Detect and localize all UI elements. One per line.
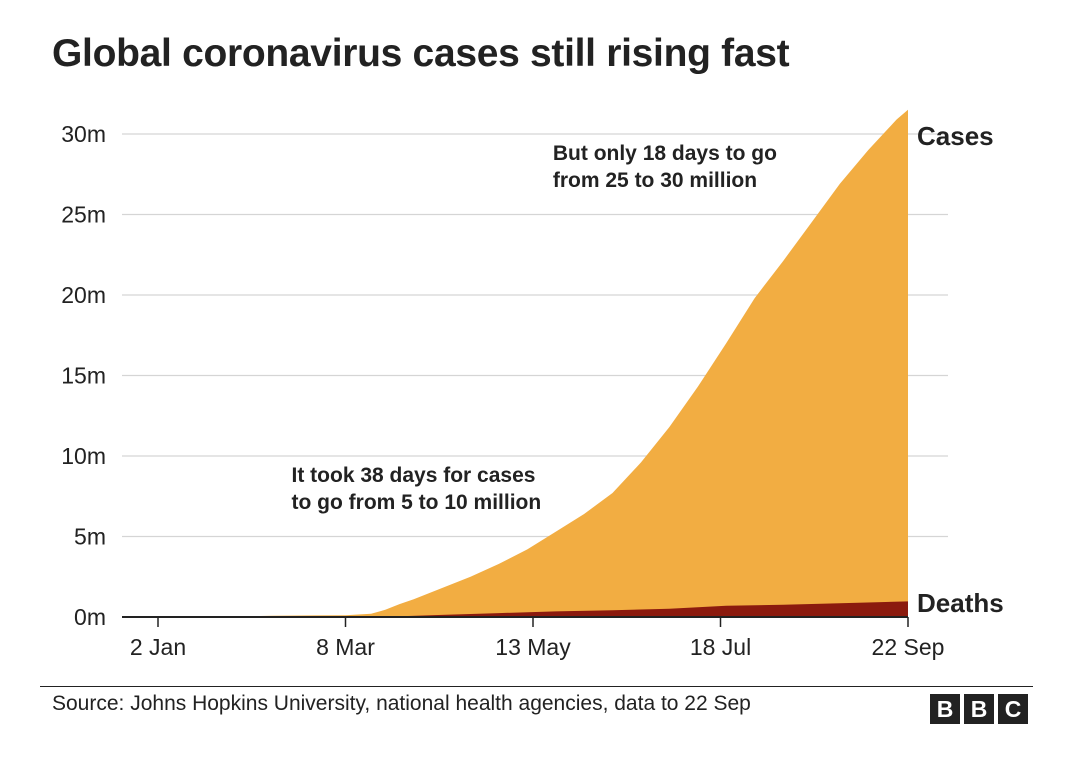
x-tick-label: 22 Sep xyxy=(872,634,945,660)
x-tick-label: 2 Jan xyxy=(130,634,186,660)
source-note: Source: Johns Hopkins University, nation… xyxy=(52,692,751,715)
bbc-logo-letter: B xyxy=(930,694,960,724)
x-tick-label: 13 May xyxy=(495,634,571,660)
x-tick-label: 8 Mar xyxy=(316,634,375,660)
annotation-line: from 25 to 30 million xyxy=(553,169,757,192)
bbc-logo-letter: C xyxy=(998,694,1028,724)
chart-title: Global coronavirus cases still rising fa… xyxy=(52,32,790,75)
series-cases-area xyxy=(158,109,908,618)
series-deaths-area xyxy=(158,601,908,617)
y-tick-label: 0m xyxy=(74,604,106,630)
series-label-deaths: Deaths xyxy=(917,588,1004,618)
y-tick-label: 15m xyxy=(61,363,106,389)
annotation-1: But only 18 days to go from 25 to 30 mill… xyxy=(553,142,777,192)
y-tick-label: 30m xyxy=(61,121,106,147)
annotation-line: But only 18 days to go xyxy=(553,142,777,165)
x-tick-label: 18 Jul xyxy=(690,634,751,660)
bbc-logo: B B C xyxy=(930,694,1028,724)
y-tick-label: 10m xyxy=(61,443,106,469)
bbc-logo-letter: B xyxy=(964,694,994,724)
annotation-2: It took 38 days for cases to go from 5 to… xyxy=(292,464,542,514)
y-tick-label: 20m xyxy=(61,282,106,308)
y-tick-label: 5m xyxy=(74,524,106,550)
annotation-line: to go from 5 to 10 million xyxy=(292,491,542,514)
area-chart: 0m 5m 10m 15m 20m 25m 30m 2 Jan 8 Mar 13 May 18 Ju… xyxy=(61,109,1004,660)
footer-divider xyxy=(40,686,1033,687)
y-tick-label: 25m xyxy=(61,202,106,228)
annotation-line: It took 38 days for cases xyxy=(292,464,536,487)
series-label-cases: Cases xyxy=(917,121,994,151)
